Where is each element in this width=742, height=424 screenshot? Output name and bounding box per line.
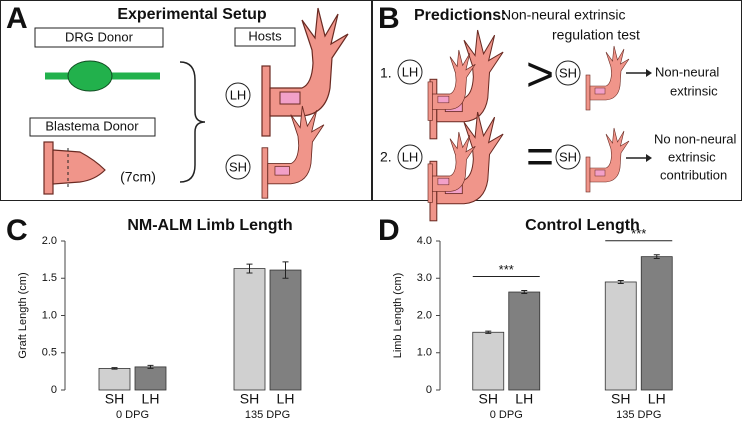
bar (233, 268, 266, 391)
y-tick-label: 0 (51, 384, 57, 396)
bar (472, 331, 505, 391)
panel-label: C (6, 214, 28, 247)
comparison: > (526, 49, 554, 102)
row-number: 2. (380, 149, 392, 165)
bar-label: SH (479, 391, 498, 407)
host-label: SH (559, 149, 577, 164)
bar-label: LH (277, 391, 295, 407)
error-bar (246, 263, 253, 274)
brace (179, 61, 206, 183)
bar-label: SH (105, 391, 124, 407)
y-tick-label: 2.0 (417, 309, 432, 321)
error-bar (521, 290, 528, 295)
host-label: LH (402, 64, 419, 79)
box (34, 27, 164, 48)
panel-label: A (6, 2, 28, 35)
row-number: 1. (380, 65, 392, 81)
y-tick-label: 1.0 (417, 347, 432, 359)
comparison: = (526, 131, 554, 184)
x-tick-label: 135 DPG (245, 409, 290, 421)
circle (555, 60, 581, 86)
size-label: (7cm) (120, 169, 156, 185)
significance-label: *** (499, 262, 514, 277)
host-label: LH (230, 87, 247, 102)
box-label: Blastema Donor (45, 118, 139, 133)
y-axis-label: Limb Length (cm) (392, 273, 404, 359)
bar (269, 269, 302, 391)
error-bar (282, 261, 289, 279)
limb (429, 111, 504, 222)
host-label: SH (229, 159, 247, 174)
circle (397, 144, 423, 170)
outcome: Non-neural (655, 64, 719, 79)
host-label: LH (402, 149, 419, 164)
arrow-head (646, 154, 652, 162)
significance-label: *** (631, 226, 646, 241)
circle (397, 59, 423, 85)
bar-label: SH (240, 391, 259, 407)
bar-label: LH (515, 391, 533, 407)
bar-label: LH (648, 391, 666, 407)
panel-border (0, 0, 372, 201)
box (29, 117, 156, 137)
outcome: contribution (660, 167, 727, 182)
y-tick-label: 0 (426, 384, 432, 396)
error-bar (653, 254, 660, 260)
outcome: extrinsic (668, 149, 716, 164)
bar-label: LH (142, 391, 160, 407)
circle (555, 144, 581, 170)
stump (43, 141, 54, 195)
panel-title: Predictions: (414, 7, 506, 24)
y-tick-label: 0.5 (42, 347, 57, 359)
bar (508, 291, 541, 391)
chart-title: Control Length (525, 217, 640, 234)
y-axis-label: Graft Length (cm) (17, 272, 29, 358)
panel-subtitle: Non-neural extrinsic (501, 7, 626, 23)
box (234, 27, 296, 47)
panel-label: B (378, 2, 400, 35)
x-tick-label: 135 DPG (616, 409, 661, 421)
circle (225, 154, 251, 180)
limb (585, 45, 630, 111)
blastema (52, 149, 106, 185)
y-tick-label: 3.0 (417, 272, 432, 284)
box-label: Hosts (248, 28, 282, 43)
circle (225, 82, 251, 108)
error-bar (111, 367, 118, 370)
error-bar (485, 330, 492, 334)
limb (585, 127, 630, 193)
panel-title: Experimental Setup (117, 6, 267, 23)
host-label: SH (559, 65, 577, 80)
x-tick-label: 0 DPG (490, 409, 523, 421)
error-bar (617, 279, 624, 284)
y-tick-label: 2.0 (42, 235, 57, 247)
bar (134, 366, 167, 391)
y-tick-label: 1.0 (42, 309, 57, 321)
panel-label: D (378, 214, 400, 247)
panel-subtitle: regulation test (552, 27, 640, 43)
limb (261, 105, 325, 199)
y-tick-label: 4.0 (417, 235, 432, 247)
chart-title: NM-ALM Limb Length (127, 217, 292, 234)
outcome: extrinsic (670, 83, 718, 98)
bar (604, 281, 637, 391)
outcome: No non-neural (654, 131, 736, 146)
error-bar (147, 364, 154, 369)
bar (98, 367, 131, 391)
y-tick-label: 1.5 (42, 272, 57, 284)
bar (640, 256, 673, 391)
bar-label: SH (611, 391, 630, 407)
box-label: DRG Donor (65, 29, 134, 44)
arrow-head (646, 69, 652, 77)
x-tick-label: 0 DPG (116, 409, 149, 421)
drg-ganglion (67, 60, 113, 92)
